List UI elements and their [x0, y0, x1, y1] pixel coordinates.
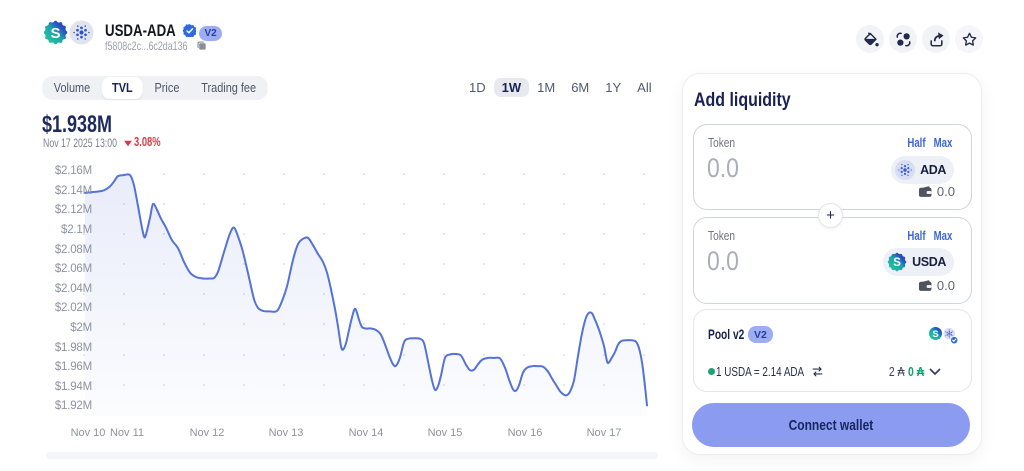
svg-text:S: S — [50, 25, 60, 42]
svg-text:S: S — [932, 329, 938, 340]
svg-text:S: S — [893, 256, 901, 269]
